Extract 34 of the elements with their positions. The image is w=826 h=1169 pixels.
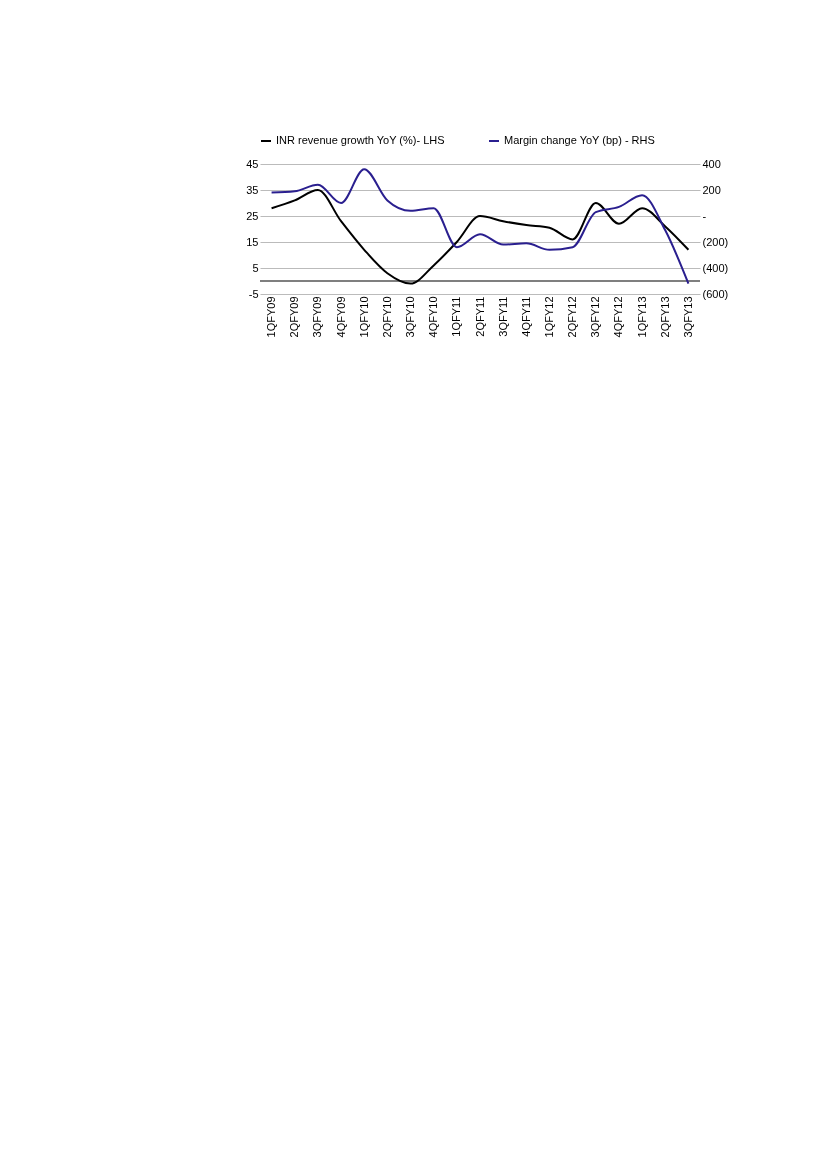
y2-tick-label: - bbox=[702, 209, 707, 222]
x-tick-label: 3QFY09 bbox=[311, 296, 324, 338]
y-tick-label: 5 bbox=[252, 261, 259, 274]
x-tick-label: 1QFY11 bbox=[450, 296, 463, 337]
y2-tick-label: 200 bbox=[702, 183, 721, 196]
x-tick-label: 2QFY11 bbox=[473, 296, 486, 337]
x-tick-label: 3QFY11 bbox=[496, 296, 509, 337]
x-tick-label: 3QFY10 bbox=[404, 296, 417, 338]
y-tick-label: -5 bbox=[248, 287, 259, 300]
y2-tick-label: (400) bbox=[702, 261, 729, 274]
x-tick-label: 4QFY11 bbox=[519, 296, 532, 337]
x-tick-label: 4QFY09 bbox=[334, 296, 347, 338]
x-tick-label: 1QFY10 bbox=[357, 296, 370, 338]
x-tick-label: 2QFY13 bbox=[658, 296, 671, 338]
x-tick-label: 1QFY13 bbox=[635, 296, 648, 338]
y-tick-label: 45 bbox=[246, 157, 259, 170]
x-tick-label: 3QFY12 bbox=[589, 296, 602, 338]
y-tick-label: 15 bbox=[246, 235, 259, 248]
line-series bbox=[270, 168, 690, 285]
x-tick-label: 2QFY09 bbox=[288, 296, 301, 338]
x-tick-label: 4QFY10 bbox=[427, 296, 440, 338]
y2-tick-label: (600) bbox=[702, 287, 729, 300]
x-tick-label: 2QFY12 bbox=[566, 296, 579, 338]
x-tick-label: 2QFY10 bbox=[380, 296, 393, 338]
x-tick-label: 3QFY13 bbox=[681, 296, 694, 338]
x-tick-label: 1QFY12 bbox=[542, 296, 555, 338]
y2-tick-label: 400 bbox=[702, 157, 721, 170]
y2-tick-label: (200) bbox=[702, 235, 729, 248]
y-tick-label: 25 bbox=[246, 209, 259, 222]
y-tick-label: 35 bbox=[246, 183, 259, 196]
legend-label: INR revenue growth YoY (%)- LHS bbox=[276, 134, 445, 146]
x-tick-label: 1QFY09 bbox=[265, 296, 278, 338]
x-tick-label: 4QFY12 bbox=[612, 296, 625, 338]
legend-label: Margin change YoY (bp) - RHS bbox=[504, 134, 655, 146]
